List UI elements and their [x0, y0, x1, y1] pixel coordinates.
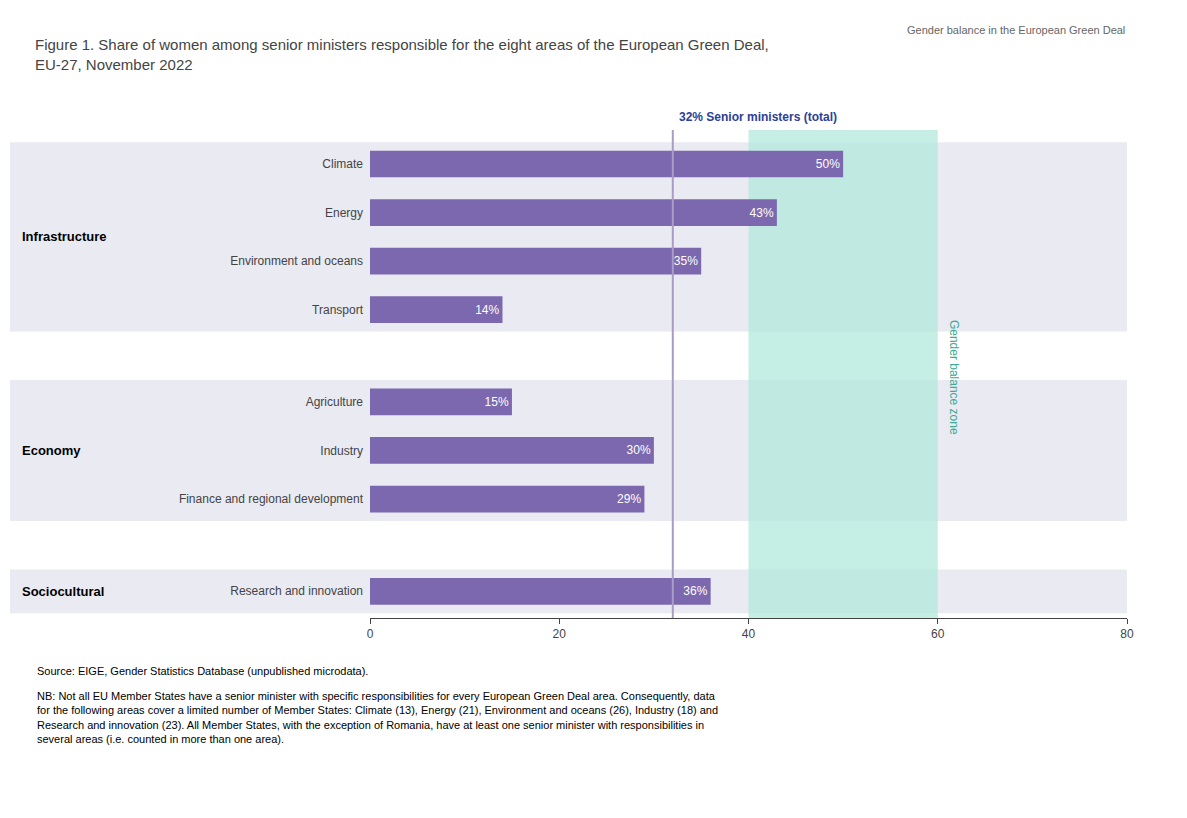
svg-text:Environment and oceans: Environment and oceans	[230, 254, 363, 268]
svg-text:80: 80	[1120, 627, 1134, 641]
svg-text:Figure 1. Share of women among: Figure 1. Share of women among senior mi…	[35, 36, 769, 73]
svg-text:20: 20	[553, 627, 567, 641]
svg-text:Finance and regional developme: Finance and regional development	[179, 492, 364, 506]
svg-text:Sociocultural: Sociocultural	[22, 584, 104, 599]
svg-text:14%: 14%	[475, 303, 499, 317]
svg-text:60: 60	[931, 627, 945, 641]
svg-text:35%: 35%	[674, 254, 698, 268]
svg-text:40: 40	[742, 627, 756, 641]
svg-text:Gender balance in the European: Gender balance in the European Green Dea…	[907, 24, 1125, 36]
svg-text:Gender balance zone: Gender balance zone	[947, 320, 961, 435]
svg-text:Agriculture: Agriculture	[306, 395, 364, 409]
svg-text:36%: 36%	[683, 584, 707, 598]
svg-text:Industry: Industry	[320, 444, 363, 458]
svg-text:0: 0	[367, 627, 374, 641]
svg-text:Infrastructure: Infrastructure	[22, 229, 107, 244]
svg-text:Energy: Energy	[325, 206, 363, 220]
svg-text:Climate: Climate	[322, 157, 363, 171]
svg-text:Economy: Economy	[22, 443, 81, 458]
svg-text:30%: 30%	[627, 443, 651, 457]
svg-text:15%: 15%	[485, 395, 509, 409]
svg-text:43%: 43%	[750, 206, 774, 220]
svg-text:32% Senior ministers (total): 32% Senior ministers (total)	[679, 110, 837, 124]
svg-text:Research and innovation: Research and innovation	[230, 584, 363, 598]
svg-text:Source: EIGE, Gender Statistic: Source: EIGE, Gender Statistics Database…	[37, 665, 368, 677]
svg-text:Transport: Transport	[312, 303, 364, 317]
svg-text:NB: Not all EU Member States h: NB: Not all EU Member States have a seni…	[37, 690, 718, 745]
svg-text:29%: 29%	[617, 492, 641, 506]
svg-text:50%: 50%	[816, 157, 840, 171]
